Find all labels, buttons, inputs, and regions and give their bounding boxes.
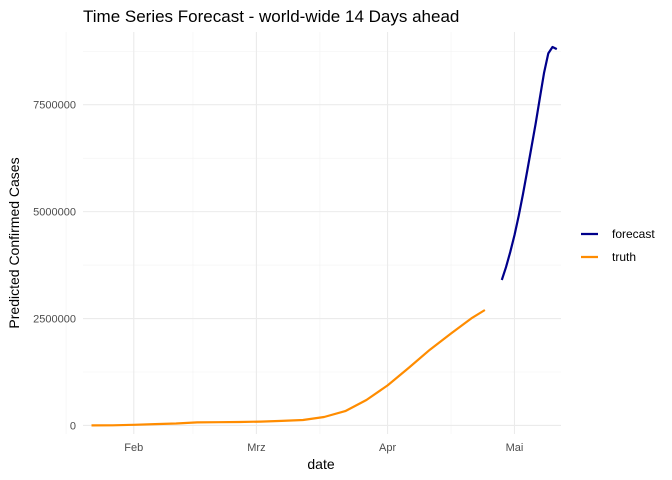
x-tick-label: Apr <box>379 442 396 454</box>
series-line-truth <box>91 309 486 427</box>
legend: forecast truth <box>581 227 655 264</box>
minor-gridlines <box>65 32 561 434</box>
y-tick-label: 7500000 <box>33 100 76 112</box>
x-tick-label: Feb <box>124 442 143 454</box>
y-tick-labels: 0 2500000 5000000 7500000 <box>33 100 76 433</box>
y-tick-label: 5000000 <box>33 207 76 219</box>
legend-label-forecast: forecast <box>612 227 655 241</box>
legend-label-truth: truth <box>612 250 636 264</box>
series-layer <box>91 45 558 427</box>
y-tick-label: 0 <box>70 420 76 432</box>
y-axis-title: Predicted Confirmed Cases <box>6 157 22 328</box>
major-gridlines <box>83 32 561 434</box>
x-tick-label: Mrz <box>247 442 265 454</box>
x-tick-label: Mai <box>506 442 524 454</box>
series-line-forecast <box>500 45 558 281</box>
y-tick-label: 2500000 <box>33 314 76 326</box>
x-tick-labels: Feb Mrz Apr Mai <box>124 442 523 454</box>
chart-title: Time Series Forecast - world-wide 14 Day… <box>83 7 459 26</box>
x-axis-title: date <box>307 456 334 472</box>
